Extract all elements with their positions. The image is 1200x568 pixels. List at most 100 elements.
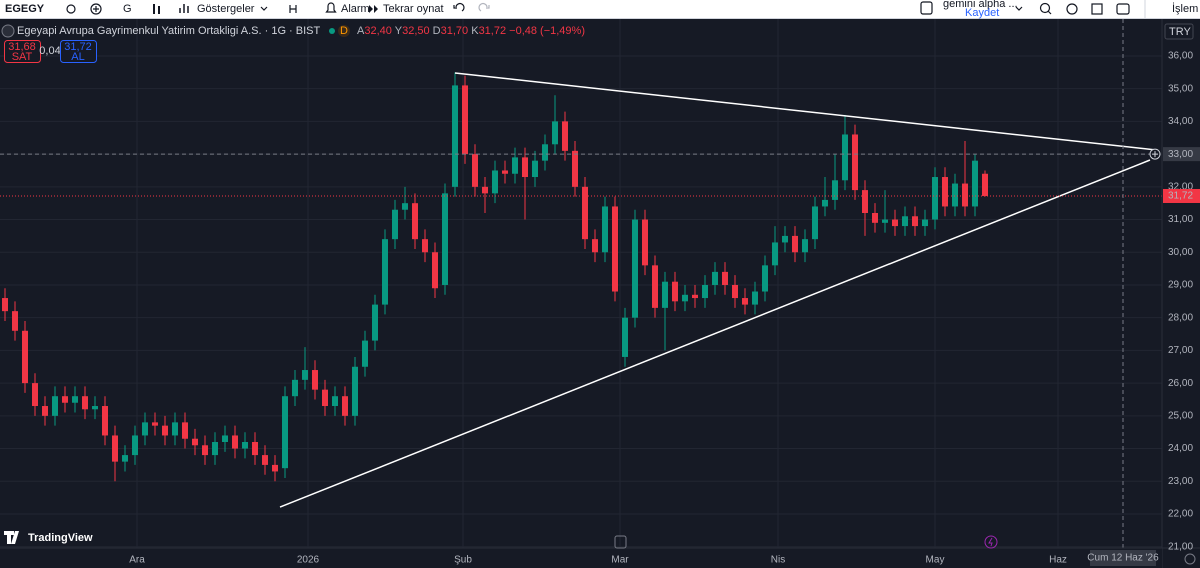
candle-body: [532, 160, 538, 178]
settings-icon[interactable]: [1066, 3, 1078, 15]
sell-button[interactable]: [4, 40, 41, 63]
buy-price: 31,72: [64, 41, 92, 53]
candle-body: [242, 442, 248, 449]
candle-body: [692, 294, 698, 299]
candle-body: [882, 219, 888, 223]
candle-body: [862, 190, 868, 213]
indicators-icon[interactable]: [179, 4, 189, 13]
x-tick-label: Mar: [611, 555, 629, 566]
templates-icon[interactable]: [289, 5, 297, 13]
candle-body: [912, 216, 918, 227]
symbol[interactable]: EGEGY: [5, 3, 45, 15]
candle-body: [442, 193, 448, 285]
indicators-dropdown[interactable]: [260, 6, 268, 11]
candle-body: [312, 370, 318, 390]
candles: [1, 72, 988, 482]
candle-body: [702, 284, 708, 299]
candle-body: [342, 396, 348, 416]
candle-body: [522, 157, 528, 178]
search-icon[interactable]: [1039, 2, 1051, 14]
fullscreen-icon[interactable]: [1091, 3, 1103, 15]
undo-icon[interactable]: [453, 3, 465, 12]
brand[interactable]: TradingView: [28, 532, 93, 544]
candle-body: [502, 170, 508, 174]
snapshot-icon[interactable]: [1116, 3, 1130, 15]
indicators-button[interactable]: Göstergeler: [197, 3, 255, 15]
candle-body: [722, 271, 728, 285]
y-tick-label: 24,00: [1168, 443, 1193, 454]
trend-line: [279, 159, 1151, 508]
add-symbol-icon[interactable]: [90, 3, 102, 15]
chart-type-icon[interactable]: [153, 4, 160, 14]
redo-icon[interactable]: [478, 3, 490, 12]
candle-body: [762, 265, 768, 292]
candle-body: [222, 435, 228, 443]
add-symbol-plus: [93, 6, 99, 12]
market-status-dot: [329, 28, 335, 34]
trade-button[interactable]: İşlem: [1172, 2, 1198, 15]
currency[interactable]: TRY: [1169, 26, 1191, 38]
symbol-title[interactable]: Egeyapi Avrupa Gayrimenkul Yatirim Ortak…: [17, 25, 321, 37]
y-tick-label: 27,00: [1168, 345, 1193, 356]
candle-body: [492, 170, 498, 194]
save-status[interactable]: Kaydet: [965, 7, 999, 19]
layout-dropdown[interactable]: [1015, 6, 1023, 11]
candle-body: [72, 396, 78, 403]
status-badge[interactable]: D: [340, 25, 348, 37]
crosshair-price-label: 33,00: [1168, 149, 1193, 160]
candle-body: [212, 442, 218, 456]
candle-body: [272, 464, 278, 472]
ohlc-values: A32,40 Y32,50 D31,70 K31,72 −0,48 (−1,49…: [357, 25, 585, 37]
candle-body: [772, 242, 778, 266]
low-value: 31,70: [441, 25, 469, 37]
candle-body: [152, 422, 158, 426]
candle-body: [422, 239, 428, 253]
candle-body: [622, 317, 628, 357]
layout-name[interactable]: gemini alpha ...: [943, 0, 1018, 10]
candle-body: [822, 199, 828, 207]
candle-body: [332, 396, 338, 407]
alarm-icon[interactable]: [325, 2, 337, 13]
currency-box[interactable]: [1164, 23, 1194, 40]
candle-body: [52, 396, 58, 416]
candle-body: [372, 304, 378, 341]
candle-body: [512, 157, 518, 174]
symbol-logo: [1, 24, 15, 38]
candle-body: [742, 298, 748, 305]
replay-icon[interactable]: [369, 5, 378, 13]
candle-body: [452, 85, 458, 187]
candle-body: [282, 396, 288, 469]
y-tick-label: 31,00: [1168, 214, 1193, 225]
candle-body: [1, 298, 8, 312]
y-tick-label: 22,00: [1168, 509, 1193, 520]
candle-body: [672, 281, 678, 302]
interval[interactable]: G: [123, 3, 132, 15]
earnings-marker[interactable]: [614, 535, 627, 549]
candle-body: [942, 177, 948, 207]
y-tick-label: 21,00: [1168, 541, 1193, 552]
y-tick-label: 23,00: [1168, 476, 1193, 487]
axis-settings-icon[interactable]: [1184, 553, 1196, 565]
candle-body: [582, 186, 588, 240]
candle-body: [712, 271, 718, 285]
candle-body: [972, 160, 978, 207]
replay-button[interactable]: Tekrar oynat: [383, 3, 444, 15]
last-price-box: [1163, 188, 1200, 203]
buy-button[interactable]: [60, 40, 97, 63]
candle-body: [952, 183, 958, 207]
layout-checkbox[interactable]: [920, 1, 933, 15]
compare-icon[interactable]: [66, 4, 76, 14]
candle-body: [22, 330, 28, 384]
change-value: −0,48 (−1,49%): [509, 25, 585, 37]
candle-body: [892, 219, 898, 227]
candle-body: [752, 291, 758, 305]
candle-body: [382, 239, 388, 305]
high-value: 32,50: [402, 25, 430, 37]
alarm-button[interactable]: Alarm: [341, 3, 370, 15]
brand-logo: [4, 531, 19, 544]
candle-body: [12, 311, 18, 331]
candle-body: [32, 383, 38, 407]
x-tick-label: 2026: [297, 555, 320, 566]
event-marker[interactable]: [984, 535, 998, 549]
